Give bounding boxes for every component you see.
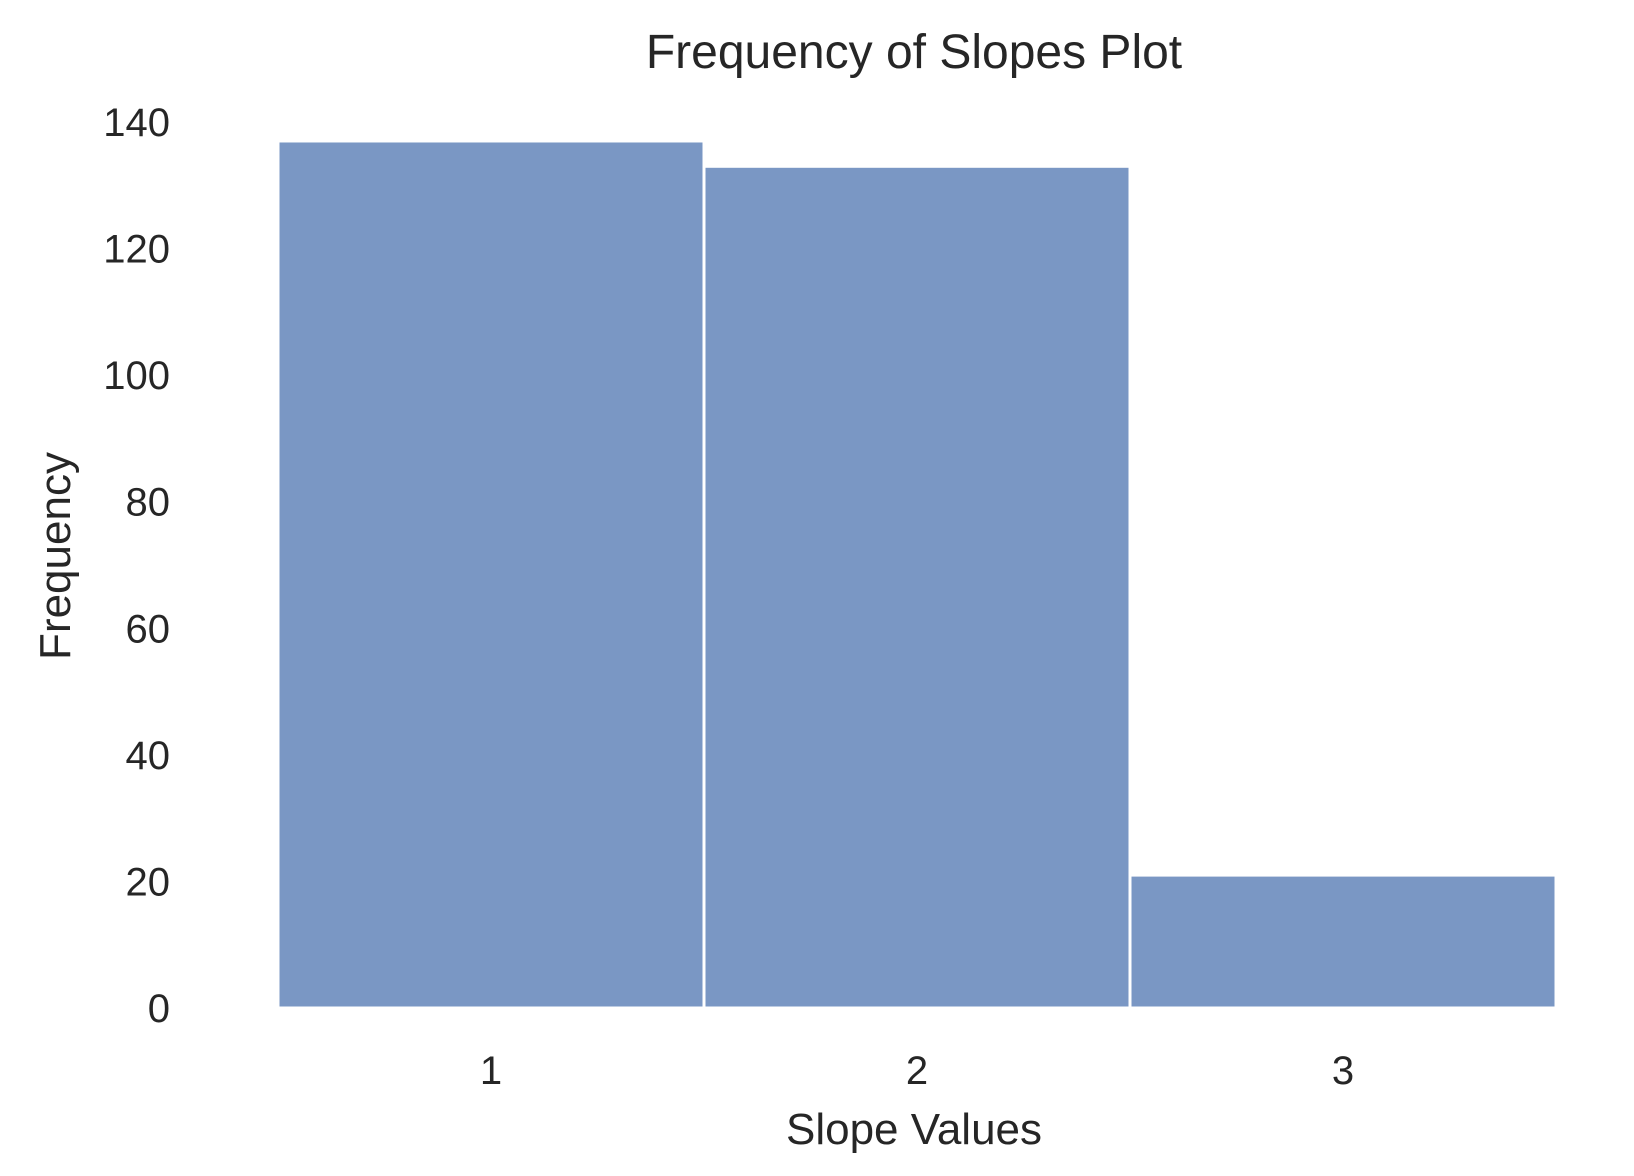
x-axis-label: Slope Values (786, 1105, 1042, 1154)
y-tick-label: 20 (126, 860, 171, 904)
y-tick-label: 120 (103, 228, 170, 272)
x-tick-label: 3 (1332, 1049, 1354, 1093)
bars-layer (276, 139, 1558, 1010)
chart-title: Frequency of Slopes Plot (646, 26, 1182, 79)
x-tick-label: 1 (480, 1049, 502, 1093)
bar-2 (702, 164, 1132, 1010)
y-tick-label: 0 (148, 987, 170, 1031)
bar-1 (276, 139, 706, 1010)
bar-3 (1128, 873, 1558, 1010)
y-tick-label: 80 (126, 481, 171, 525)
y-axis: 0 20 40 60 80 100 120 140 (103, 101, 170, 1031)
y-axis-label: Frequency (31, 452, 80, 660)
y-tick-label: 60 (126, 607, 171, 651)
x-axis: 1 2 3 (480, 1049, 1354, 1093)
y-tick-label: 140 (103, 101, 170, 145)
y-tick-label: 100 (103, 354, 170, 398)
x-tick-label: 2 (906, 1049, 928, 1093)
y-tick-label: 40 (126, 734, 171, 778)
